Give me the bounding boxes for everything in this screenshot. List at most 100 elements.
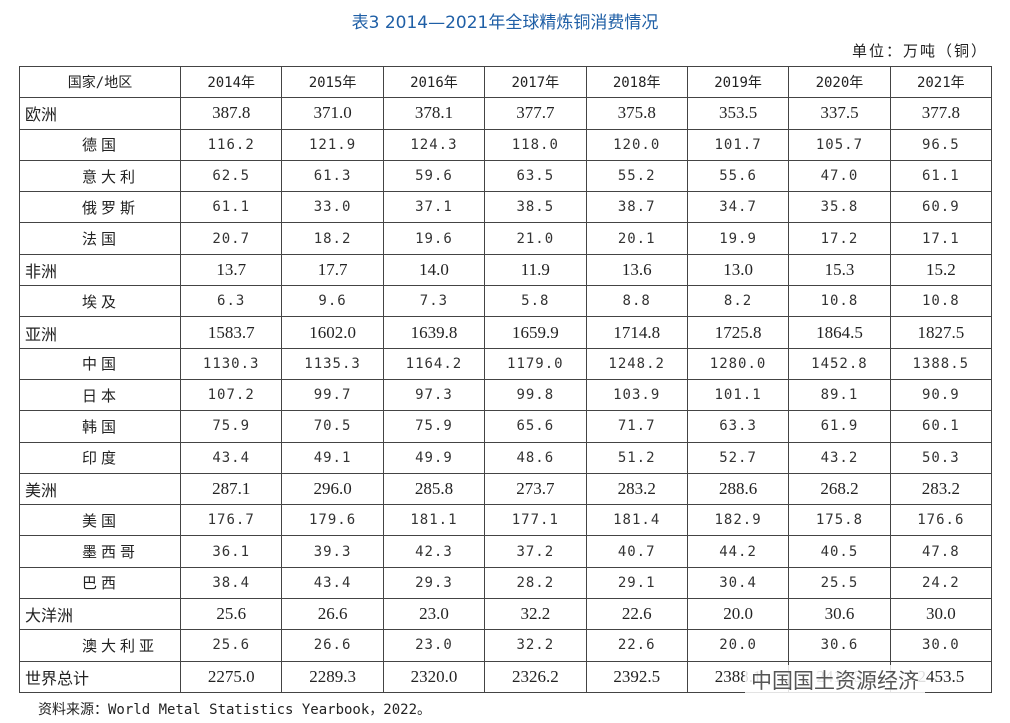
cell: 1827.5: [889, 316, 993, 349]
table-row: 法国 20.7 18.2 19.6 21.0 20.1 19.9 17.2 17.1: [19, 222, 993, 255]
cell: 36.1: [179, 535, 283, 568]
column-header: 2020年: [788, 65, 891, 99]
column-header: 国家/地区: [19, 65, 181, 99]
table-row: 墨西哥 36.1 39.3 42.3 37.2 40.7 44.2 40.5 47.8: [19, 535, 993, 568]
cell: 75.9: [382, 410, 486, 443]
cell: 1248.2: [585, 347, 688, 380]
cell: 14.0: [382, 253, 486, 287]
cell: 101.1: [686, 378, 790, 412]
cell: 50.3: [889, 441, 993, 474]
cell: 1130.3: [179, 347, 283, 380]
cell: 38.7: [585, 191, 688, 224]
row-label: 韩国: [19, 410, 181, 443]
table-row: 埃及 6.3 9.6 7.3 5.8 8.8 8.2 10.8 10.8: [19, 285, 993, 318]
cell: 62.5: [179, 159, 283, 193]
cell: 1583.7: [179, 316, 283, 349]
table-row: 巴西 38.4 43.4 29.3 28.2 29.1 30.4 25.5 24.2: [19, 566, 993, 600]
cell: 25.6: [179, 629, 283, 662]
cell: 377.7: [484, 97, 587, 130]
cell: 1164.2: [382, 347, 486, 380]
cell: 179.6: [281, 504, 384, 537]
cell: 49.1: [281, 441, 384, 474]
cell: 28.2: [484, 566, 587, 600]
cell: 43.2: [788, 441, 891, 474]
cell: 118.0: [484, 128, 587, 161]
cell: 75.9: [179, 410, 283, 443]
cell: 51.2: [585, 441, 688, 474]
cell: 55.6: [686, 159, 790, 193]
cell: 35.8: [788, 191, 891, 224]
row-label: 非洲: [19, 253, 181, 287]
column-header: 2014年: [179, 65, 283, 99]
cell: 96.5: [889, 128, 993, 161]
cell: 30.0: [889, 598, 993, 631]
cell: 99.8: [484, 378, 587, 412]
table-row: 德国 116.2 121.9 124.3 118.0 120.0 101.7 105.7 96.…: [19, 128, 993, 161]
header-row: 国家/地区 2014年 2015年 2016年 2017年 2018年 2019年 2020年…: [19, 65, 993, 99]
cell: 116.2: [179, 128, 283, 161]
table-row: 日本 107.2 99.7 97.3 99.8 103.9 101.1 89.1 90.9: [19, 378, 993, 412]
cell: 42.3: [382, 535, 486, 568]
table-row: 澳大利亚 25.6 26.6 23.0 32.2 22.6 20.0 30.6 30.0: [19, 629, 993, 662]
cell: 2289.3: [281, 660, 384, 693]
cell: 268.2: [788, 472, 891, 506]
cell: 90.9: [889, 378, 993, 412]
cell: 29.1: [585, 566, 688, 600]
cell: 8.2: [686, 285, 790, 318]
table-row: 印度 43.4 49.1 49.9 48.6 51.2 52.7 43.2 50.3: [19, 441, 993, 474]
cell: 175.8: [788, 504, 891, 537]
unit-note: 单位：万吨（铜）: [851, 42, 988, 60]
source-note: 资料来源：World Metal Statistics Yearbook，202…: [38, 702, 432, 718]
cell: 177.1: [484, 504, 587, 537]
table-row: 非洲 13.7 17.7 14.0 11.9 13.6 13.0 15.3 15.2: [19, 253, 993, 287]
row-label: 澳大利亚: [19, 629, 181, 662]
cell: 353.5: [686, 97, 790, 130]
cell: 30.6: [788, 598, 891, 631]
cell: 25.6: [179, 598, 283, 631]
row-label: 墨西哥: [19, 535, 181, 568]
cell: 11.9: [484, 253, 587, 287]
cell: 23.0: [382, 629, 486, 662]
cell: 17.7: [281, 253, 384, 287]
row-label: 欧洲: [19, 97, 181, 130]
cell: 20.0: [686, 598, 790, 631]
column-header: 2016年: [382, 65, 486, 99]
cell: 288.6: [686, 472, 790, 506]
cell: 23.0: [382, 598, 486, 631]
cell: 34.7: [686, 191, 790, 224]
cell: 26.6: [281, 629, 384, 662]
cell: 296.0: [281, 472, 384, 506]
cell: 38.4: [179, 566, 283, 600]
cell: 1388.5: [889, 347, 993, 380]
cell: 20.7: [179, 222, 283, 255]
cell: 1864.5: [788, 316, 891, 349]
row-label: 大洋洲: [19, 598, 181, 631]
cell: 63.5: [484, 159, 587, 193]
cell: 15.2: [889, 253, 993, 287]
cell: 37.1: [382, 191, 486, 224]
cell: 61.3: [281, 159, 384, 193]
table-row: 美洲 287.1 296.0 285.8 273.7 283.2 288.6 268.2 283…: [19, 472, 993, 506]
cell: 44.2: [686, 535, 790, 568]
column-header: 2015年: [281, 65, 384, 99]
cell: 32.2: [484, 629, 587, 662]
cell: 15.3: [788, 253, 891, 287]
cell: 71.7: [585, 410, 688, 443]
row-label: 埃及: [19, 285, 181, 318]
cell: 377.8: [889, 97, 993, 130]
cell: 20.1: [585, 222, 688, 255]
cell: 65.6: [484, 410, 587, 443]
table-title: 表3 2014—2021年全球精炼铜消费情况: [351, 13, 659, 33]
row-label: 美洲: [19, 472, 181, 506]
cell: 37.2: [484, 535, 587, 568]
cell: 1659.9: [484, 316, 587, 349]
column-header: 2017年: [484, 65, 587, 99]
cell: 70.5: [281, 410, 384, 443]
cell: 1179.0: [484, 347, 587, 380]
cell: 283.2: [889, 472, 993, 506]
row-label: 日本: [19, 378, 181, 412]
watermark: 中国国土资源经济: [745, 665, 925, 695]
row-label: 德国: [19, 128, 181, 161]
cell: 18.2: [281, 222, 384, 255]
